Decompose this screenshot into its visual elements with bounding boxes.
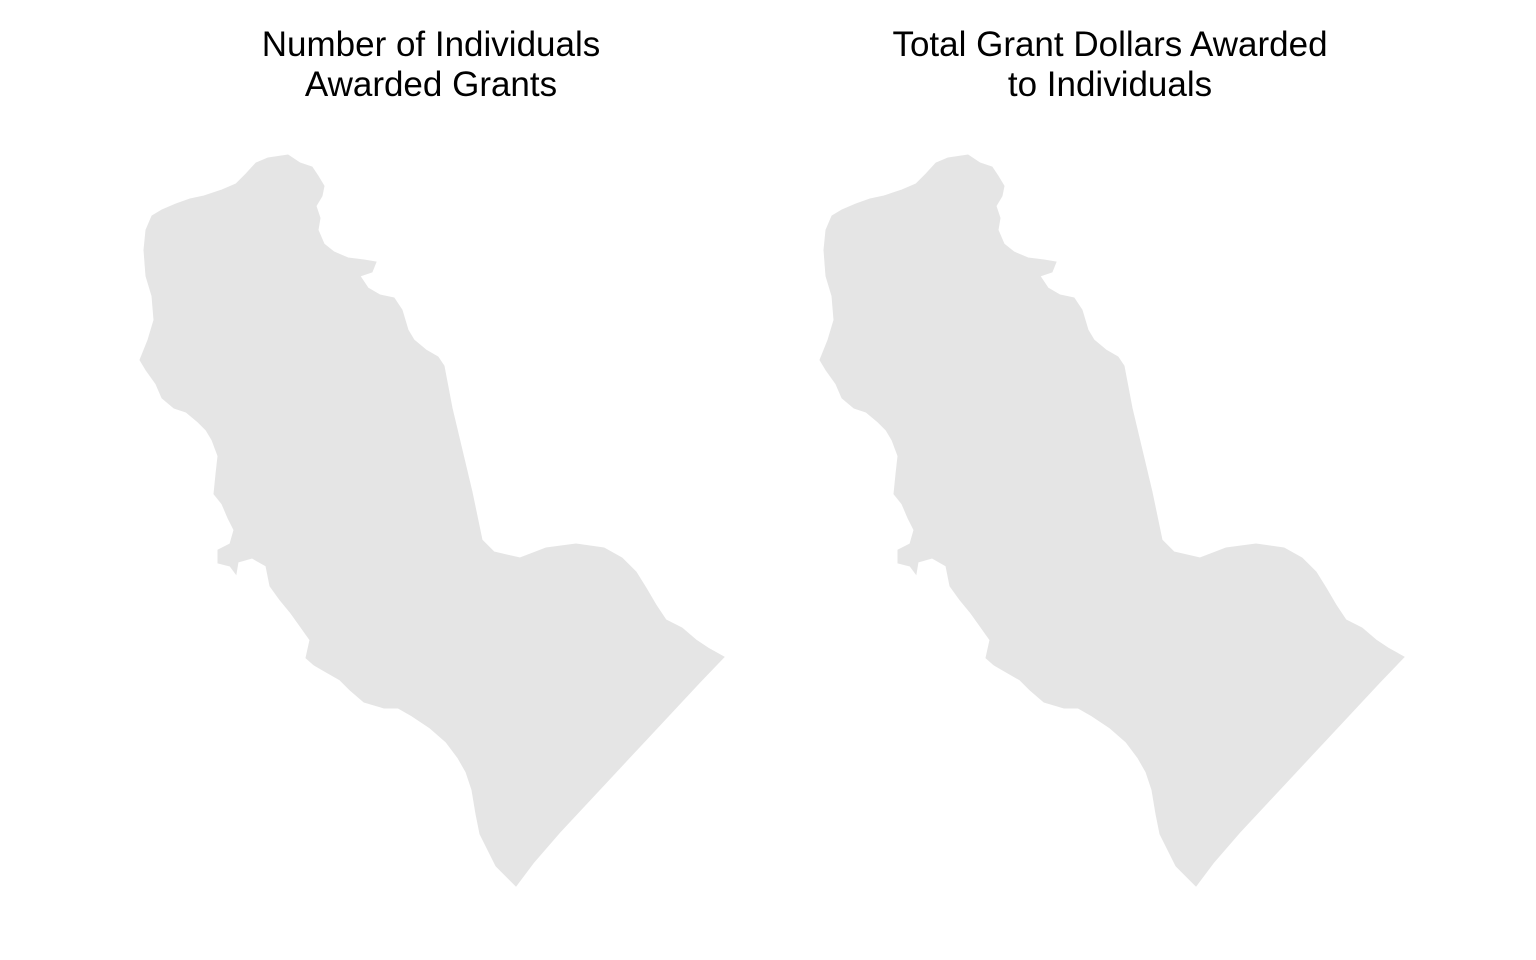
map-title: Number of Individuals Awarded Grants <box>0 25 862 105</box>
map-title-line-2: to Individuals <box>1007 65 1213 104</box>
map-canvas <box>819 154 1405 887</box>
map-title-line-1: Number of Individuals <box>261 25 601 64</box>
map-panel-individuals: Number of Individuals Awarded Grants <box>139 25 725 887</box>
map-title-line-2: Awarded Grants <box>304 65 558 104</box>
map-title-line-1: Total Grant Dollars Awarded <box>892 25 1328 64</box>
map-panel-dollars: Total Grant Dollars Awarded to Individua… <box>768 0 1536 960</box>
map-title: Total Grant Dollars Awarded to Individua… <box>768 25 1452 105</box>
map-canvas <box>139 154 725 887</box>
county-region <box>139 154 725 887</box>
county-region <box>819 154 1405 887</box>
